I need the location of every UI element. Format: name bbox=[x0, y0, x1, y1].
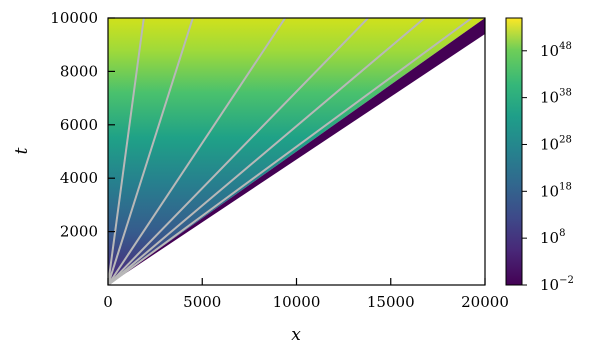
x-tick-label: 15000 bbox=[367, 293, 415, 311]
plot-area bbox=[108, 18, 485, 285]
x-axis: 0 5000 10000 15000 20000 bbox=[103, 278, 509, 311]
colorbar-tick-label: 1028 bbox=[540, 134, 572, 153]
y-axis: 2000 4000 6000 8000 10000 bbox=[50, 9, 115, 241]
colorbar-tick-label: 1048 bbox=[540, 41, 572, 60]
colorbar-tick-label: 1038 bbox=[540, 88, 572, 107]
ray-lines bbox=[108, 18, 473, 285]
ray-line-2 bbox=[108, 18, 194, 285]
ray-line-5 bbox=[108, 18, 426, 285]
ray-line-6 bbox=[108, 18, 473, 285]
x-tick-label: 10000 bbox=[273, 293, 321, 311]
colorbar bbox=[505, 17, 523, 286]
colorbar-axis: 10−2 108 1018 1028 1038 1048 bbox=[522, 41, 574, 294]
x-tick-label: 5000 bbox=[183, 293, 221, 311]
y-tick-label: 6000 bbox=[60, 116, 98, 134]
y-tick-label: 10000 bbox=[50, 9, 98, 27]
y-tick-label: 4000 bbox=[60, 169, 98, 187]
colorbar-tick-label: 10−2 bbox=[540, 275, 574, 294]
ray-line-3 bbox=[108, 18, 287, 285]
y-tick-label: 8000 bbox=[60, 62, 98, 80]
y-axis-label: t bbox=[12, 147, 32, 154]
x-axis-label: x bbox=[291, 325, 301, 345]
colorbar-tick-label: 1018 bbox=[540, 181, 572, 200]
x-tick-label: 0 bbox=[103, 293, 113, 311]
y-tick-label: 2000 bbox=[60, 223, 98, 241]
heatmap-edge-band bbox=[108, 18, 485, 285]
colorbar-tick-label: 108 bbox=[540, 228, 565, 247]
x-tick-label: 20000 bbox=[461, 293, 509, 311]
ray-line-4 bbox=[108, 18, 369, 285]
ray-line-1 bbox=[108, 18, 145, 285]
